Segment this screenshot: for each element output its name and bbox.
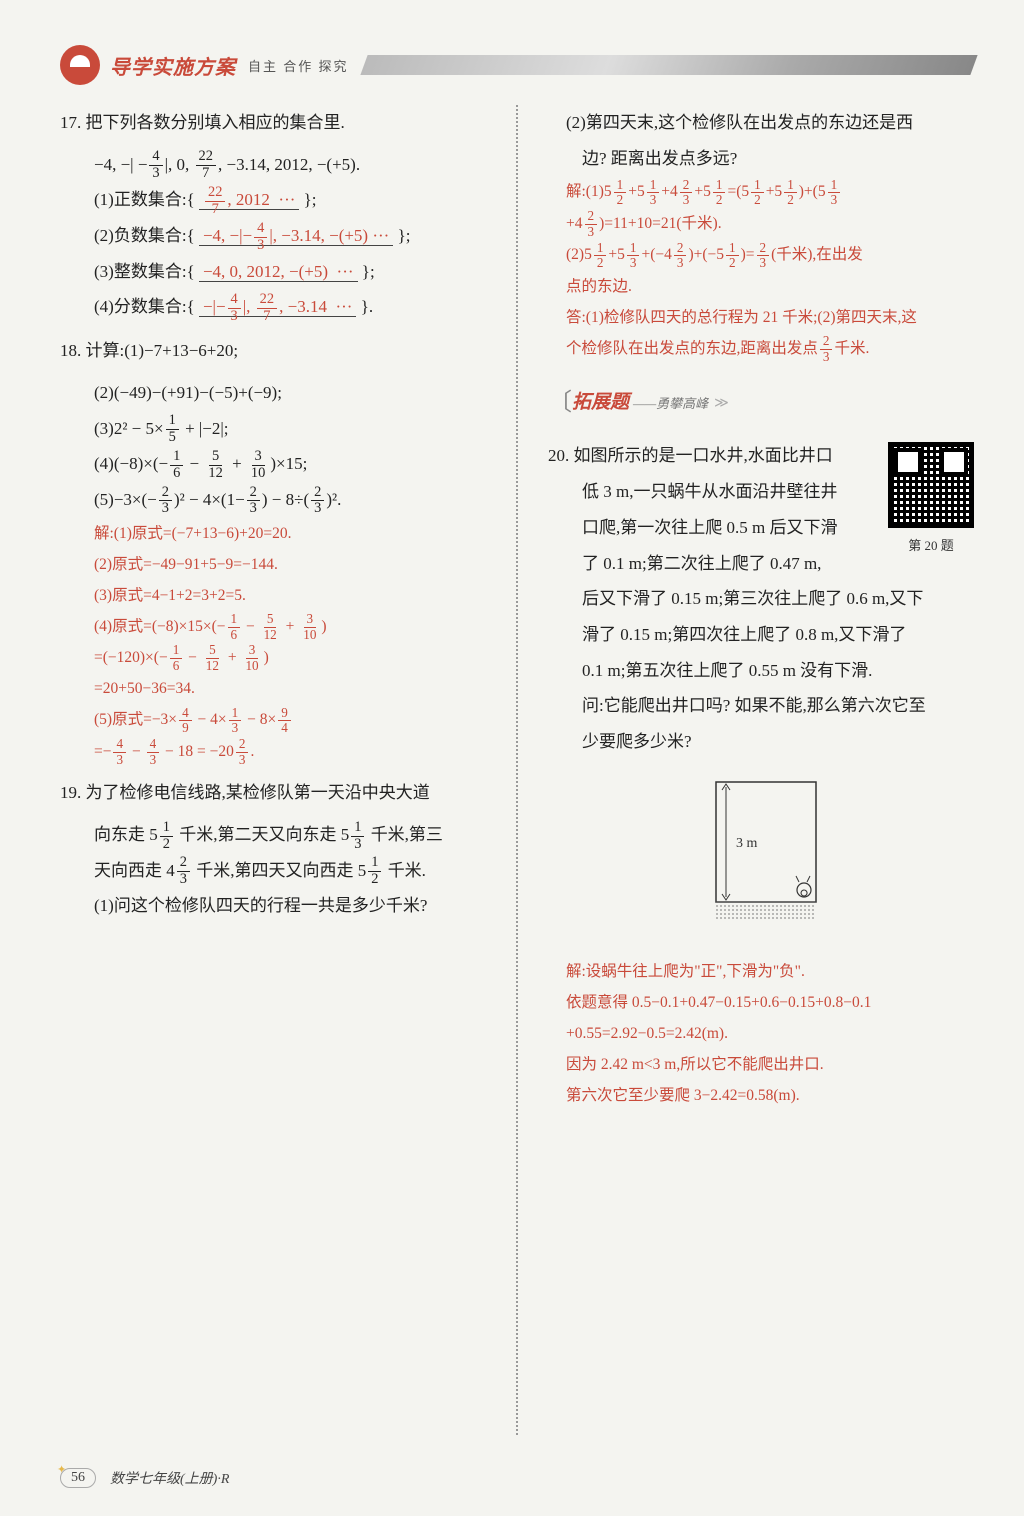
q18-s4a: (4)原式=(−8)×15×(−16 − 512 + 310): [60, 611, 486, 642]
q20-ask1: 问:它能爬出井口吗? 如果不能,那么第六次它至: [548, 688, 974, 724]
q19-s2a: (2)512+513+(−423)+(−512)=23(千米),在出发: [548, 239, 974, 270]
bracket-icon: 〔: [548, 378, 572, 428]
q18-s5a: (5)原式=−3×49 − 4×13 − 8×94: [60, 704, 486, 735]
q18-p2: (2)(−49)−(+91)−(−5)+(−9);: [60, 375, 486, 411]
header-subtitle: 自主 合作 探究: [248, 56, 349, 75]
q17-p4-end: }.: [361, 297, 373, 316]
q17-p4-label: (4)分数集合:{: [94, 297, 195, 316]
right-column: (2)第四天末,这个检修队在出发点的东边还是西 边? 距离出发点多远? 解:(1…: [548, 105, 974, 1435]
q18-s4c: =20+50−36=34.: [60, 673, 486, 704]
q17-p2-label: (2)负数集合:{: [94, 226, 195, 245]
q20-s4: 因为 2.42 m<3 m,所以它不能爬出井口.: [548, 1049, 974, 1080]
q17-p1-end: };: [304, 190, 317, 209]
qr-caption: 第 20 题: [888, 532, 974, 559]
q17-p3-end: };: [362, 262, 375, 281]
q17-p4-answer: −|−43|, 227, −3.14 ···: [199, 297, 356, 317]
q18-s1: 解:(1)原式=(−7+13−6)+20=20.: [60, 518, 486, 549]
q20-s3: +0.55=2.92−0.5=2.42(m).: [548, 1018, 974, 1049]
q17-stem: 17. 把下列各数分别填入相应的集合里.: [60, 105, 486, 141]
q19-p1: (1)问这个检修队四天的行程一共是多少千米?: [60, 888, 486, 924]
q18-stem: 18. 计算:(1)−7+13−6+20;: [60, 333, 486, 369]
page-number: 56: [60, 1468, 96, 1488]
q17-p1-answer: 227, 2012 ···: [199, 190, 299, 210]
q18-p4: (4)(−8)×(−16 − 512 + 310)×15;: [60, 446, 486, 482]
qr-icon: [888, 442, 974, 528]
q18-s3: (3)原式=4−1+2=3+2=5.: [60, 580, 486, 611]
arrow-icon: ≫: [714, 389, 729, 418]
section-badge: 〔 拓展题 ——勇攀高峰 ≫: [548, 378, 974, 428]
q18-s5b: =−43 − 43 − 18 = −2023.: [60, 736, 486, 767]
q20-l5: 后又下滑了 0.15 m;第三次往上爬了 0.6 m,又下: [548, 581, 974, 617]
well-figure: 3 m: [548, 772, 974, 945]
q19-p2b: 边? 距离出发点多远?: [548, 141, 974, 177]
footer-text: 数学七年级(上册)·R: [110, 1468, 229, 1488]
q18-p3: (3)2² − 5×15 + |−2|;: [60, 411, 486, 447]
q20-l6: 滑了 0.15 m;第四次往上爬了 0.8 m,又下滑了: [548, 617, 974, 653]
q20-s5: 第六次它至少要爬 3−2.42=0.58(m).: [548, 1080, 974, 1111]
q17-p1-label: (1)正数集合:{: [94, 190, 195, 209]
header-title: 导学实施方案: [110, 51, 236, 80]
q19-p2a: (2)第四天末,这个检修队在出发点的东边还是西: [548, 105, 974, 141]
q18-s4b: =(−120)×(−16 − 512 + 310): [60, 642, 486, 673]
q17-p2-answer: −4, −|−43|, −3.14, −(+5) ···: [199, 226, 393, 246]
qr-block: 第 20 题: [888, 442, 974, 559]
q19-s2b: 点的东边.: [548, 271, 974, 302]
q20-block: 第 20 题 20. 如图所示的是一口水井,水面比井口 低 3 m,一只蜗牛从水…: [548, 438, 974, 759]
q20-s2: 依题意得 0.5−0.1+0.47−0.15+0.6−0.15+0.8−0.1: [548, 987, 974, 1018]
page-footer: 56 数学七年级(上册)·R: [60, 1468, 229, 1488]
q18-p5: (5)−3×(−23)² − 4×(1−23) − 8÷(23)².: [60, 482, 486, 518]
q20-ask2: 少要爬多少米?: [548, 724, 974, 760]
q19-s1a: 解:(1)512+513+423+512=(512+512)+(513: [548, 176, 974, 207]
badge-label: 拓展题: [572, 383, 629, 423]
q19-s1b: +423)=11+10=21(千米).: [548, 208, 974, 239]
q20-l7: 0.1 m;第五次往上爬了 0.55 m 没有下滑.: [548, 653, 974, 689]
q17-p3-label: (3)整数集合:{: [94, 262, 195, 281]
q18-s2: (2)原式=−49−91+5−9=−144.: [60, 549, 486, 580]
mascot-icon: [60, 45, 100, 85]
q17-p4: (4)分数集合:{ −|−43|, 227, −3.14 ··· }.: [60, 289, 486, 325]
q17-numbers: −4, −| −43|, 0, 227, −3.14, 2012, −(+5).: [60, 147, 486, 183]
q19-l3: 天向西走 423 千米,第四天又向西走 512 千米.: [60, 853, 486, 889]
q17-p2-end: };: [398, 226, 411, 245]
q17-p2: (2)负数集合:{ −4, −|−43|, −3.14, −(+5) ··· }…: [60, 218, 486, 254]
header-stripe: [360, 55, 978, 75]
q19-s3a: 答:(1)检修队四天的总行程为 21 千米;(2)第四天末,这: [548, 302, 974, 333]
badge-sub: ——勇攀高峰: [633, 390, 708, 417]
q20-s1: 解:设蜗牛往上爬为"正",下滑为"负".: [548, 956, 974, 987]
q19-s3b: 个检修队在出发点的东边,距离出发点23千米.: [548, 333, 974, 364]
left-column: 17. 把下列各数分别填入相应的集合里. −4, −| −43|, 0, 227…: [60, 105, 486, 1435]
svg-text:3 m: 3 m: [736, 836, 758, 851]
q17-p3: (3)整数集合:{ −4, 0, 2012, −(+5) ··· };: [60, 254, 486, 290]
page-header: 导学实施方案 自主 合作 探究: [60, 40, 974, 90]
q17-p3-answer: −4, 0, 2012, −(+5) ···: [199, 262, 358, 282]
well-diagram-icon: 3 m: [686, 772, 836, 932]
q17-p1: (1)正数集合:{ 227, 2012 ··· };: [60, 182, 486, 218]
q19-l2: 向东走 512 千米,第二天又向东走 513 千米,第三: [60, 817, 486, 853]
column-divider: [516, 105, 518, 1435]
q19-l1: 19. 为了检修电信线路,某检修队第一天沿中央大道: [60, 775, 486, 811]
